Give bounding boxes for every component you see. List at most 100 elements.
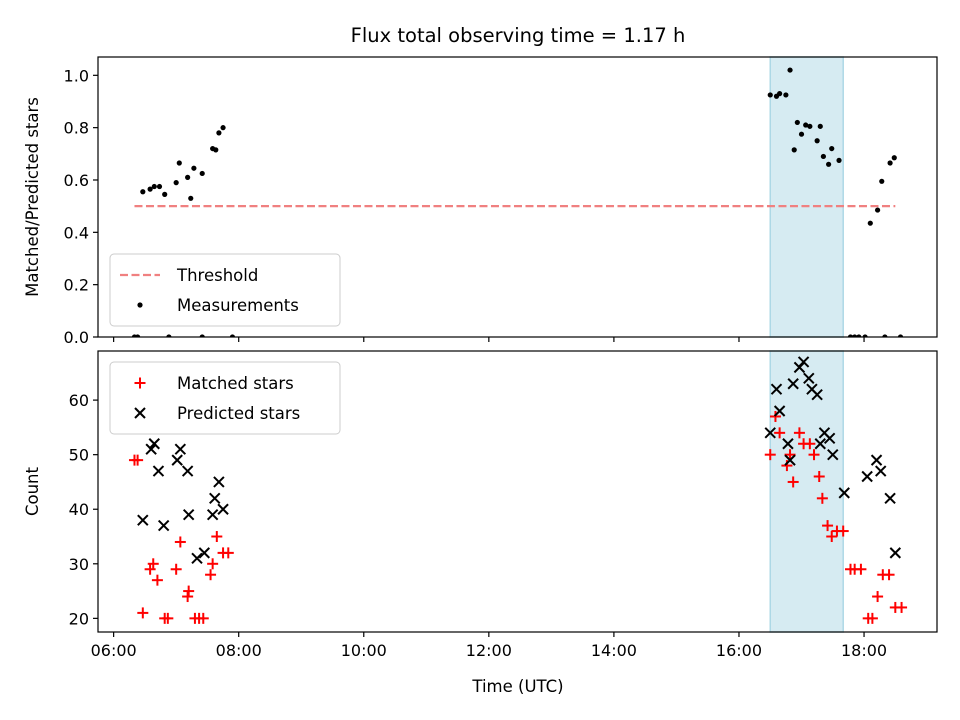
predicted-stars-point [773, 405, 786, 417]
measurements-point [847, 334, 854, 337]
measurements-point [882, 334, 888, 337]
measurements-point [798, 131, 805, 137]
measurements-point [874, 207, 881, 213]
measurements-point [135, 334, 141, 337]
top-y-tick-label: 0.0 [64, 328, 89, 347]
predicted-stars-point [811, 388, 823, 401]
top-legend-box [109, 253, 341, 327]
predicted-stars-point [206, 508, 219, 521]
predicted-stars-point [152, 465, 165, 477]
matched-stars-point [808, 449, 820, 461]
measurements-point [783, 92, 789, 98]
matched-stars-point [764, 449, 776, 461]
matched-stars-point [896, 601, 908, 613]
predicted-stars-point [182, 508, 195, 521]
predicted-stars-point [198, 547, 211, 559]
measurements-point [862, 334, 868, 337]
measurements-point [791, 147, 797, 153]
x-axis-label: Time (UTC) [471, 677, 563, 696]
predicted-stars-point [137, 514, 149, 526]
predicted-stars-point [174, 443, 187, 455]
matched-stars-point [784, 449, 796, 461]
matched-stars-point [774, 427, 786, 439]
matched-stars-point [822, 520, 834, 532]
bottom-axes-frame [97, 350, 938, 633]
x-tick-label: 14:00 [591, 641, 637, 660]
matched-stars-point [132, 454, 144, 466]
measurements-point [820, 153, 826, 160]
predicted-stars-point [209, 492, 221, 505]
predicted-stars-point [148, 438, 160, 450]
matched-stars-point [162, 612, 174, 624]
bottom-y-tick-label: 60 [69, 391, 89, 410]
matched-stars-legend-swatch [134, 377, 146, 389]
measurements-point [887, 160, 893, 166]
measurements-legend-label: Measurements [177, 296, 299, 315]
predicted-stars-point [827, 448, 839, 461]
matched-stars-point [793, 427, 805, 439]
measurements-point [166, 334, 172, 337]
bottom-shaded-region [769, 350, 844, 633]
measurements-point [199, 170, 205, 177]
measurements-legend-swatch [137, 302, 143, 308]
bottom-y-tick-label: 20 [69, 609, 89, 628]
predicted-stars-point [764, 427, 776, 439]
top-y-tick-label: 0.4 [64, 223, 89, 242]
predicted-stars-point [217, 503, 229, 515]
measurements-point [817, 123, 823, 129]
predicted-stars-point [787, 378, 799, 390]
matched-stars-point [883, 569, 895, 581]
measurements-point [156, 183, 163, 190]
matched-stars-point [183, 585, 195, 597]
x-tick-label: 18:00 [841, 641, 887, 660]
predicted-stars-point [838, 487, 850, 499]
predicted-stars-point [814, 438, 826, 450]
matched-stars-point [211, 531, 223, 543]
x-tick-label: 10:00 [341, 641, 387, 660]
top-y-tick-label: 0.2 [64, 276, 89, 295]
measurements-point [826, 161, 832, 167]
bottom-y-axis-label: Count [23, 466, 42, 516]
x-tick-label: 12:00 [466, 641, 512, 660]
measurements-point [185, 174, 191, 180]
measurements-point [191, 165, 197, 171]
matched-stars-point [147, 558, 159, 570]
predicted-stars-point [213, 476, 225, 488]
predicted-stars-point [782, 438, 794, 450]
predicted-stars-point [870, 454, 883, 466]
matched-stars-point [151, 574, 163, 586]
measurements-point [220, 125, 226, 131]
bottom-legend: Matched stars Predicted stars [109, 361, 341, 435]
top-y-tick-label: 0.6 [64, 171, 89, 190]
measurements-point [794, 119, 800, 126]
matched-stars-point [826, 531, 838, 543]
measurements-point [213, 147, 219, 153]
predicted-stars-point [797, 356, 810, 368]
measurements-point [176, 160, 182, 166]
top-axes-frame [97, 56, 938, 338]
bottom-y-tick-label: 50 [69, 446, 89, 465]
top-y-tick-label: 1.0 [64, 66, 89, 85]
predicted-stars-point [861, 470, 873, 483]
measurements-point [829, 145, 835, 152]
predicted-stars-point [889, 547, 902, 559]
predicted-stars-point [181, 465, 194, 477]
measurements-point [891, 155, 897, 161]
matched-stars-point [787, 476, 799, 488]
predicted-stars-point [884, 492, 896, 505]
measurements-point [767, 92, 773, 98]
measurements-point [151, 183, 157, 190]
measurements-point [188, 195, 194, 201]
matched-stars-point [855, 563, 867, 575]
measurements-point [140, 189, 146, 195]
measurements-point [807, 123, 813, 129]
top-shaded-region [769, 56, 844, 338]
measurements-point [777, 91, 783, 97]
measurements-point [879, 178, 885, 184]
bottom-legend-box [109, 361, 341, 435]
predicted-stars-point [875, 465, 887, 477]
matched-stars-point [170, 563, 182, 575]
measurements-point [856, 334, 862, 337]
bottom-panel: 06:00 08:00 10:00 12:00 14:00 16:00 18:00 20 30 4… [23, 350, 938, 660]
